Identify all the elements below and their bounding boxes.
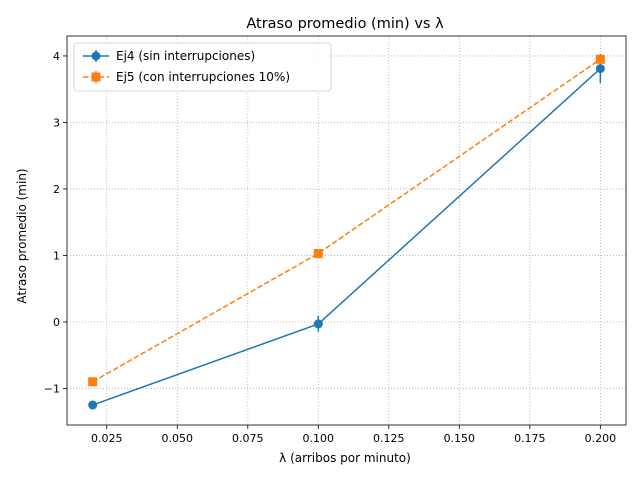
data-point: [595, 54, 605, 64]
grid: [67, 36, 626, 425]
y-axis-label: Atraso promedio (min): [15, 168, 29, 303]
plot-series: [88, 53, 605, 410]
x-tick-label: 0.050: [162, 432, 194, 445]
x-axis-label: λ (arribos por minuto): [279, 451, 411, 465]
plot-frame: [66, 35, 627, 426]
y-tick-label: 1: [53, 249, 60, 262]
x-tick-label: 0.175: [514, 432, 546, 445]
y-tick-label: 3: [53, 116, 60, 129]
legend-marker: [91, 51, 101, 61]
legend: Ej4 (sin interrupciones) Ej5 (con interru…: [73, 42, 332, 92]
data-point: [595, 64, 605, 74]
x-tick-label: 0.200: [585, 432, 617, 445]
x-tick-label: 0.025: [91, 432, 123, 445]
legend-marker: [91, 72, 101, 82]
y-tick-label: 2: [53, 183, 60, 196]
series-2: [88, 54, 605, 387]
legend-label: Ej5 (con interrupciones 10%): [116, 70, 290, 84]
y-tick-label: 4: [53, 50, 60, 63]
x-tick-label: 0.150: [444, 432, 476, 445]
series-1: [88, 53, 605, 410]
data-point: [88, 400, 98, 410]
x-tick-label: 0.075: [232, 432, 264, 445]
legend-box: [73, 42, 332, 92]
series-line: [92, 68, 601, 406]
data-point: [313, 248, 323, 258]
chart-title: Atraso promedio (min) vs λ: [246, 16, 444, 32]
legend-label: Ej4 (sin interrupciones): [116, 49, 255, 63]
axes: 0.025 0.050 0.075 0.100 0.125 0.150 0.175 0.200…: [44, 35, 627, 445]
data-point: [313, 319, 323, 329]
data-point: [88, 377, 98, 387]
x-tick-label: 0.100: [303, 432, 335, 445]
y-tick-label: 0: [53, 316, 60, 329]
y-tick-label: −1: [44, 382, 60, 395]
series-line: [92, 58, 601, 383]
x-tick-label: 0.125: [373, 432, 405, 445]
